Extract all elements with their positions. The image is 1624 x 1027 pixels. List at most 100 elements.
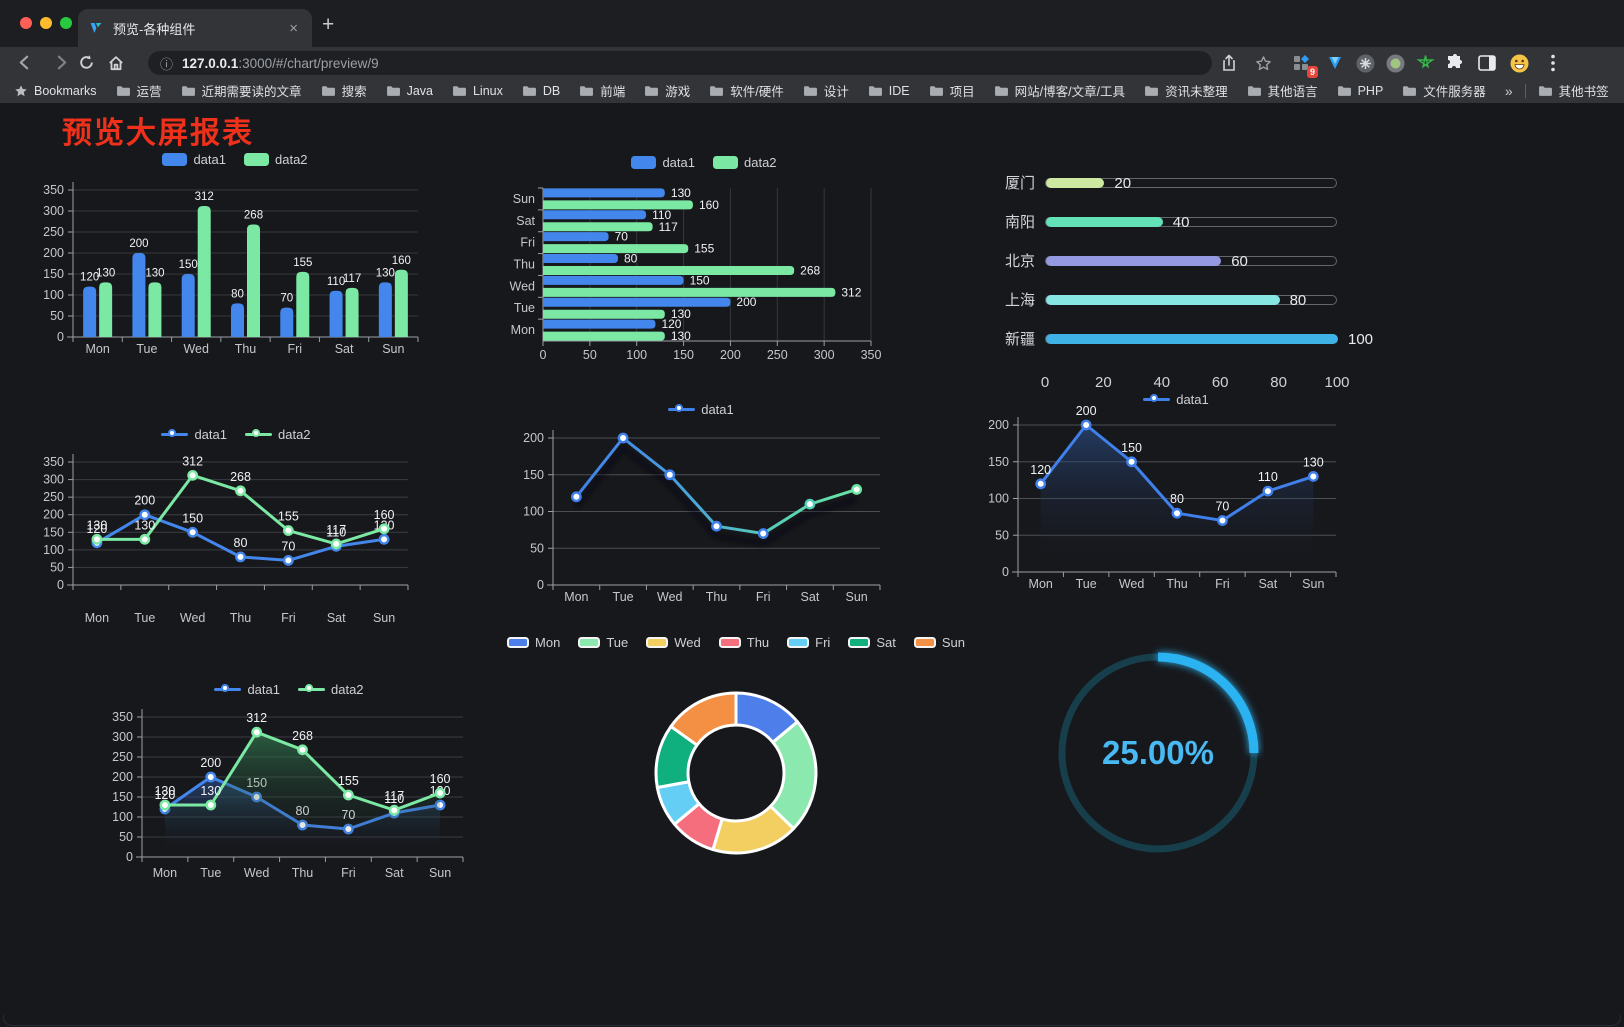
svg-text:250: 250 — [112, 750, 133, 764]
area-chart-two-series[interactable]: data1 data2 0 50 100 150 200 250 300 350 Mon Tue Wed… — [95, 680, 483, 902]
bookmark-folder[interactable]: 文件服务器 — [1402, 81, 1486, 100]
tab-close-icon[interactable]: × — [289, 19, 298, 37]
progress-track: 100 — [1045, 331, 1373, 348]
chart-legend[interactable]: data1 — [505, 402, 897, 417]
browser-menu-icon[interactable] — [1542, 52, 1564, 74]
bookmark-folder[interactable]: 游戏 — [644, 81, 690, 100]
home-button[interactable] — [103, 47, 129, 78]
reload-button[interactable] — [73, 47, 99, 78]
folder-icon — [1145, 85, 1159, 96]
svg-text:250: 250 — [767, 348, 788, 362]
svg-text:160: 160 — [699, 198, 719, 212]
bookmark-folder[interactable]: 资讯未整理 — [1144, 81, 1228, 100]
bookmark-folder[interactable]: 软件/硬件 — [709, 81, 784, 100]
svg-text:200: 200 — [112, 770, 133, 784]
folder-icon — [386, 85, 400, 96]
svg-text:Tue: Tue — [136, 342, 157, 356]
bookmark-folder[interactable]: PHP — [1337, 84, 1383, 98]
svg-text:Wed: Wed — [1119, 577, 1145, 591]
progress-track: 60 — [1045, 253, 1337, 270]
bookmark-folder[interactable]: 设计 — [803, 81, 849, 100]
bookmark-folder[interactable]: 近期需要读的文章 — [181, 81, 302, 100]
close-window-button[interactable] — [20, 17, 32, 29]
new-tab-button[interactable]: + — [322, 13, 335, 36]
extension-asterisk-icon[interactable] — [1354, 52, 1376, 74]
svg-text:350: 350 — [112, 710, 133, 724]
svg-text:155: 155 — [293, 257, 312, 269]
legend-line-marker — [214, 683, 242, 696]
site-info-icon[interactable]: ⓘ — [160, 56, 174, 72]
extensions-puzzle-icon[interactable] — [1444, 52, 1466, 74]
bookmark-folder[interactable]: DB — [522, 84, 560, 98]
browser-tab[interactable]: 预览-各种组件 × — [78, 9, 312, 47]
emoji-extension-icon[interactable] — [1508, 52, 1530, 74]
legend-swatch — [244, 153, 269, 166]
bookmark-folder[interactable]: 其他语言 — [1247, 81, 1318, 100]
chart-legend[interactable]: data1 data2 — [40, 427, 432, 442]
bookmark-folder[interactable]: Linux — [452, 84, 503, 98]
progress-fill — [1046, 216, 1163, 227]
svg-text:120: 120 — [1030, 463, 1051, 477]
svg-text:200: 200 — [134, 494, 155, 508]
legend-swatch — [507, 637, 530, 648]
bookmark-folder[interactable]: 运营 — [116, 81, 162, 100]
chart-legend[interactable]: data1 data2 — [505, 155, 903, 170]
svg-text:Wed: Wed — [510, 279, 536, 293]
line-chart-two-series[interactable]: data1 data2 0 50 100 150 200 250 300 350 Mon Tue Wed… — [40, 425, 432, 643]
bookmark-folder[interactable]: 前端 — [579, 81, 625, 100]
svg-text:200: 200 — [523, 431, 544, 445]
svg-text:150: 150 — [673, 348, 694, 362]
svg-text:Mon: Mon — [85, 342, 109, 356]
progress-bar-chart[interactable]: 厦门 20 南阳 40 北京 60 上海 80 新疆 100 0 20 40 60 80 100 — [995, 155, 1373, 395]
folder-icon — [1403, 85, 1417, 96]
svg-text:Sun: Sun — [846, 590, 868, 604]
forward-button[interactable] — [48, 47, 74, 78]
share-icon[interactable] — [1218, 52, 1240, 74]
svg-text:Sat: Sat — [335, 342, 354, 356]
other-bookmarks-folder[interactable]: 其他书签 — [1538, 81, 1609, 100]
extension-grid-icon[interactable]: 9 — [1290, 52, 1318, 78]
bookmarks-manager-item[interactable]: Bookmarks — [14, 84, 97, 98]
svg-text:100: 100 — [988, 492, 1009, 506]
folder-icon — [453, 85, 466, 96]
chart-legend[interactable]: data1 data2 — [95, 682, 483, 697]
svg-text:Sun: Sun — [382, 342, 404, 356]
svg-text:70: 70 — [1215, 500, 1229, 514]
donut-chart[interactable] — [640, 684, 832, 868]
bar-chart-horizontal[interactable]: data1 data2 0 50 100 150 200 250 300 350 Sun 130 160… — [505, 153, 903, 373]
chart-legend[interactable]: data1 data2 — [40, 152, 430, 167]
bookmark-folder[interactable]: Java — [386, 84, 433, 98]
bookmarks-overflow-chevron[interactable]: » — [1504, 82, 1513, 99]
bar-chart-vertical[interactable]: data1 data2 0 50 100 150 200 250 300 350 Mon Tue Wed… — [40, 150, 430, 375]
svg-text:130: 130 — [1303, 455, 1324, 469]
svg-text:250: 250 — [43, 490, 64, 504]
fullscreen-window-button[interactable] — [60, 17, 72, 29]
line-chart-gradient[interactable]: data1 0 50 100 150 200 Mon Tue Wed Thu Fri Sat Sun — [505, 400, 897, 618]
extension-record-icon[interactable] — [1384, 52, 1406, 74]
progress-fill — [1046, 333, 1338, 344]
side-panel-icon[interactable] — [1476, 52, 1498, 74]
back-button[interactable] — [11, 47, 37, 78]
extension-star-icon[interactable] — [1414, 52, 1436, 74]
progress-label: 南阳 — [1004, 214, 1035, 231]
svg-text:120: 120 — [661, 317, 681, 331]
address-bar[interactable]: ⓘ 127.0.0.1:3000/#/chart/preview/9 — [148, 51, 1212, 75]
svg-text:117: 117 — [659, 220, 678, 234]
svg-text:300: 300 — [112, 730, 133, 744]
bookmark-folder[interactable]: 项目 — [929, 81, 975, 100]
svg-text:268: 268 — [292, 729, 313, 743]
bookmark-folder[interactable]: 网站/博客/文章/工具 — [994, 81, 1125, 100]
chart-legend[interactable]: Mon Tue Wed Thu Fri Sat Sun — [507, 635, 965, 650]
bookmark-star-icon[interactable] — [1252, 52, 1274, 74]
gauge-chart[interactable]: 25.00% — [1052, 645, 1264, 865]
chart-legend[interactable]: data1 — [985, 392, 1367, 407]
legend-label: data1 — [193, 152, 226, 167]
legend-line-marker — [161, 428, 189, 441]
extension-gem-icon[interactable] — [1324, 52, 1346, 74]
bookmark-folder[interactable]: 搜索 — [321, 81, 367, 100]
area-chart-single[interactable]: data1 0 50 100 150 200 Mon Tue Wed Thu Fri Sat Sun 12… — [985, 390, 1367, 602]
minimize-window-button[interactable] — [40, 17, 52, 29]
svg-text:70: 70 — [615, 230, 629, 244]
svg-text:150: 150 — [43, 267, 64, 281]
bookmark-folder[interactable]: IDE — [868, 84, 910, 98]
